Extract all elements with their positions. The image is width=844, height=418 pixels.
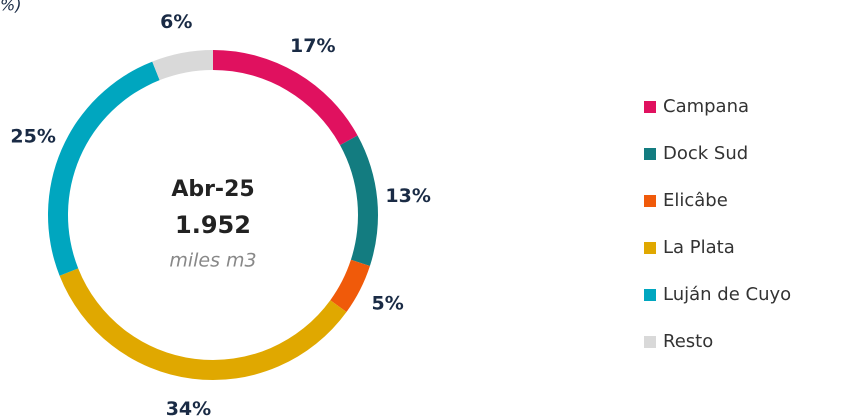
legend-swatch [644,101,656,113]
donut-segment [152,50,213,81]
legend-swatch [644,289,656,301]
legend-swatch [644,242,656,254]
legend-label: Dock Sud [663,143,748,164]
data-label: 25% [10,126,55,148]
legend-label: La Plata [663,237,735,258]
data-label: 17% [290,35,335,57]
subtitle: %) [0,0,21,15]
legend-label: Resto [663,331,713,352]
donut-segment [213,50,358,146]
data-label: 34% [166,398,211,418]
legend-swatch [644,148,656,160]
data-label: 13% [385,185,430,207]
center-unit: miles m3 [169,250,256,272]
center-title: Abr-25 [171,177,254,202]
data-label: 5% [372,292,404,314]
donut-segment [47,61,160,276]
legend-swatch [644,336,656,348]
legend-label: Luján de Cuyo [663,284,791,305]
legend-label: Elicâbe [663,190,728,211]
data-label: 6% [160,11,192,33]
donut-segment [340,135,378,266]
center-value: 1.952 [175,211,251,239]
legend-label: Campana [663,96,749,117]
donut-segment [330,259,370,312]
donut-segment [59,268,347,380]
legend-swatch [644,195,656,207]
